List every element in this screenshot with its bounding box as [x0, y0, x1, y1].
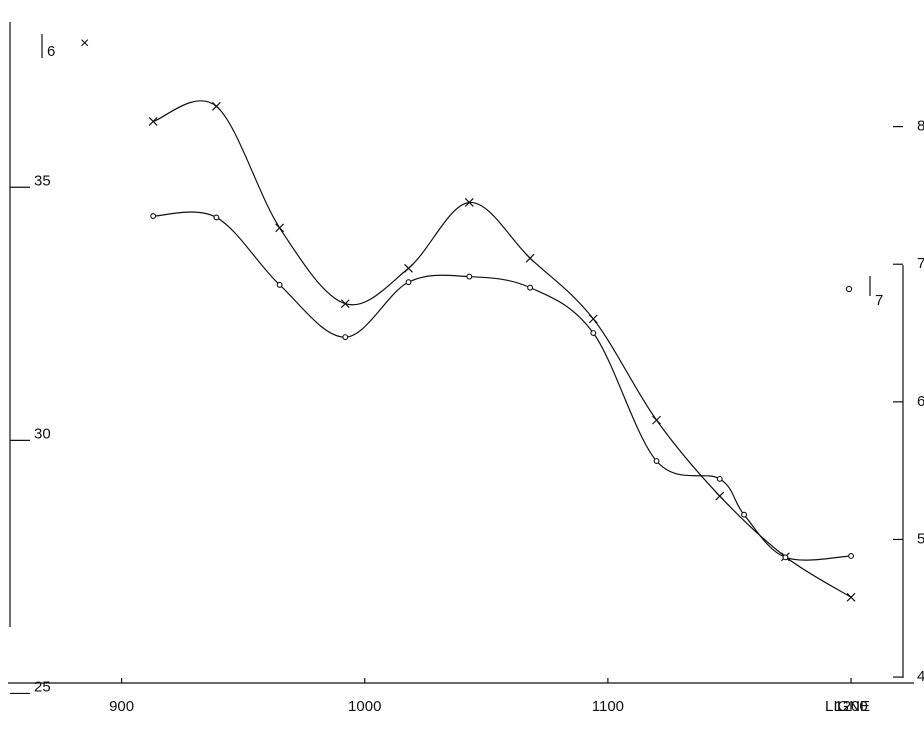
cross-marker — [340, 299, 350, 309]
circle-marker — [653, 458, 660, 464]
left-tick-label: 30 — [34, 425, 51, 442]
series-curves — [152, 100, 852, 598]
cross-marker — [211, 101, 221, 111]
cross-marker — [464, 198, 474, 207]
right-tick-label: 6 — [917, 393, 924, 410]
left-axis-title-subscript: 6 — [47, 43, 55, 60]
right-tick-label: 8 — [917, 118, 924, 135]
cross-marker — [275, 223, 285, 233]
circle-marker — [527, 284, 534, 291]
x-axis-title: LIGNE — [825, 698, 870, 715]
circle-marker — [782, 554, 789, 561]
cross-marker — [715, 491, 725, 501]
right-axis-title-marker — [845, 285, 853, 293]
right-tick-label: 7 — [917, 255, 924, 272]
cross-marker — [148, 117, 158, 126]
circle-marker — [848, 553, 855, 559]
circle-marker — [276, 281, 283, 288]
circle-marker — [716, 475, 723, 482]
series-markers — [148, 101, 856, 602]
right-tick-label: 4 — [917, 668, 924, 685]
left-tick-label: 25 — [34, 678, 51, 695]
right-tick-label: 5 — [917, 530, 924, 547]
left-axis-title-marker: × — [80, 35, 89, 52]
circle-marker — [741, 511, 748, 518]
series-line-1 — [153, 211, 852, 561]
circle-marker — [405, 279, 412, 286]
series-line-0 — [152, 100, 852, 598]
x-tick-label: 1000 — [348, 698, 381, 715]
circle-marker — [213, 214, 220, 221]
circle-marker — [150, 213, 157, 220]
circle-marker — [466, 273, 473, 280]
cross-marker — [652, 415, 661, 425]
x-tick-label: 900 — [109, 698, 134, 715]
cross-marker — [525, 253, 535, 263]
x-tick-label: 1200 — [834, 698, 867, 715]
cross-marker — [588, 314, 598, 324]
left-tick-label: 35 — [34, 172, 51, 189]
circle-marker — [590, 330, 597, 336]
circle-marker — [342, 334, 349, 341]
x-tick-label: 1100 — [592, 698, 624, 715]
right-axis-title-subscript: 7 — [875, 292, 883, 309]
cross-marker — [846, 592, 856, 602]
axes — [8, 22, 914, 695]
cross-marker — [404, 263, 413, 273]
